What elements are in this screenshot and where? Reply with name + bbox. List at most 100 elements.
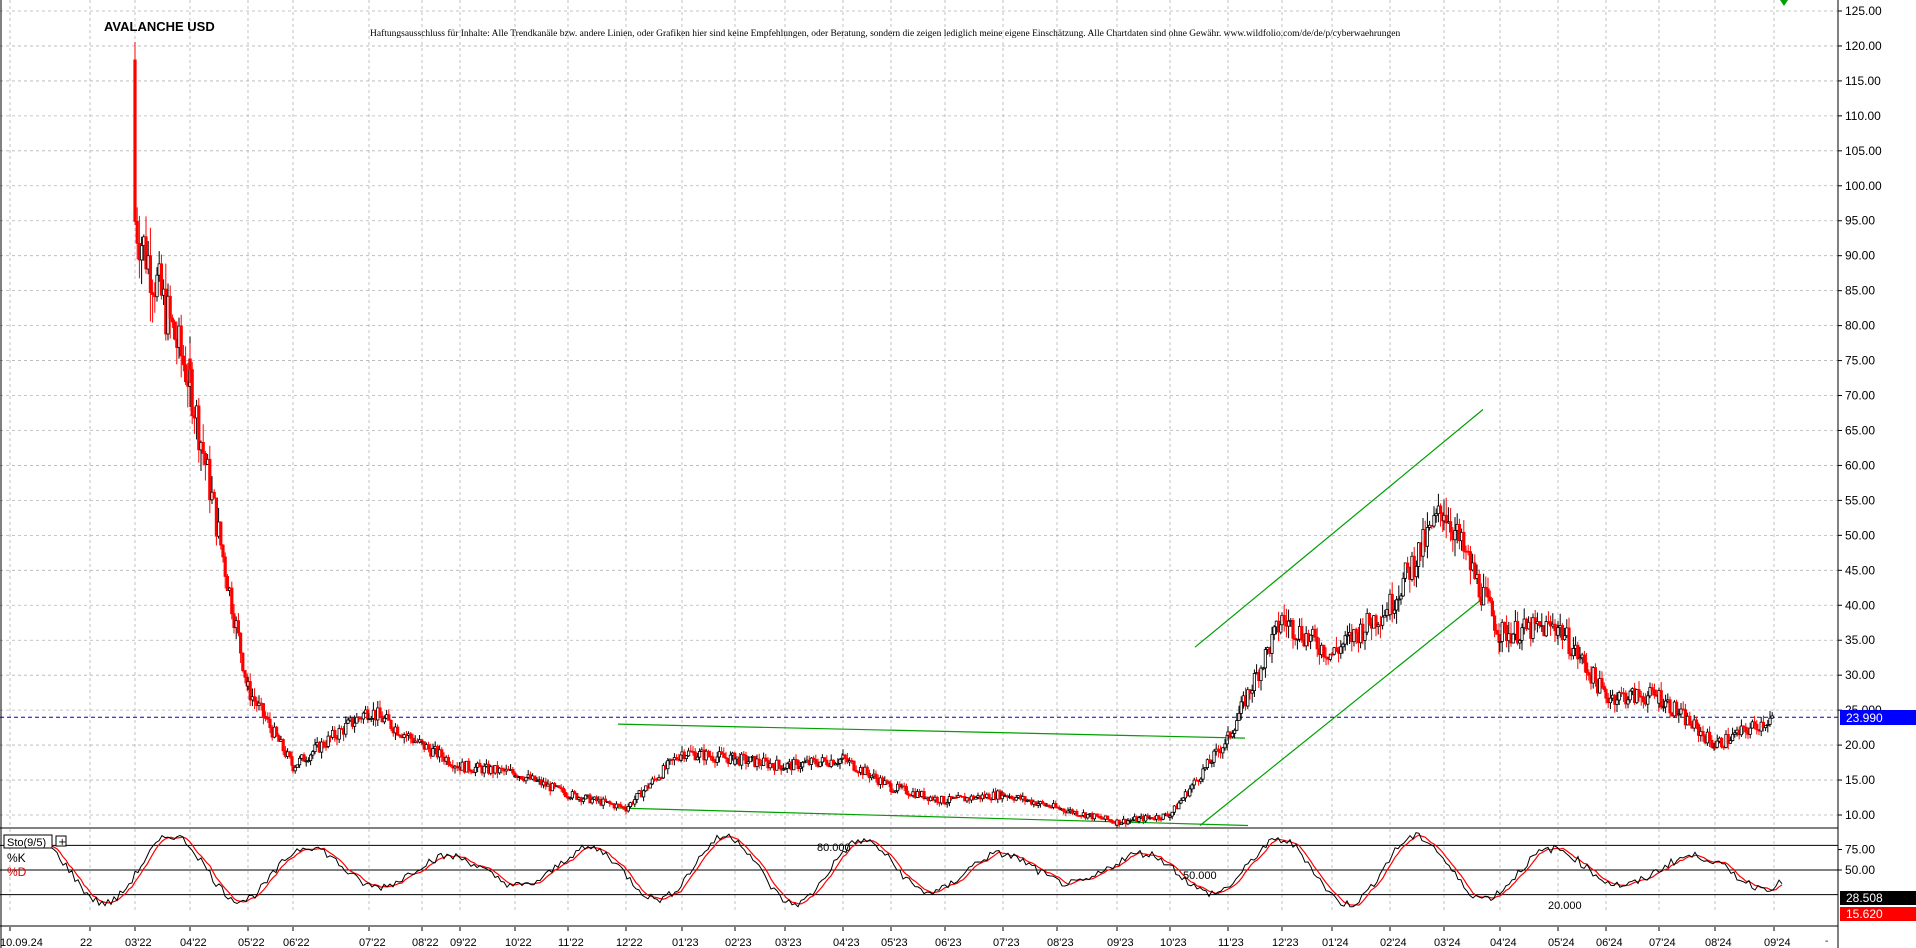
trendline-upper-channel [1194,409,1484,648]
x-tick-label: 10'23 [1160,937,1187,948]
candle-body [1062,808,1066,812]
candle-body [150,292,155,295]
candle-body [1203,767,1207,770]
candle-body [1715,740,1719,748]
candle-body [1208,759,1212,764]
candle-body [1223,743,1227,749]
candle-body [814,759,818,765]
candle-body [482,765,486,774]
candle-body [302,754,306,762]
candle-body [1023,796,1027,802]
y-tick-label: 110.00 [1845,109,1881,123]
candle-body [473,766,478,773]
candle-body [478,762,482,768]
stoch-expand-icon[interactable] [55,835,67,847]
candle-body [500,767,504,770]
y-tick-label: 90.00 [1845,249,1875,263]
candle-body [1755,723,1759,730]
candle-body [682,751,686,760]
candle-body [1668,699,1672,714]
candle-body [575,792,579,800]
x-tick-label: 22 [80,937,92,948]
candle-body [431,748,435,757]
y-tick-label: 10.00 [1845,808,1875,822]
candle-body [333,729,337,739]
candle-body [1237,712,1241,721]
candle-body [1352,628,1356,643]
candle-body [1578,657,1582,660]
candle-body [389,719,393,729]
candle-body [1010,796,1014,800]
candle-body [1511,633,1515,644]
candle-body [1764,724,1768,729]
candle-body [942,795,946,804]
candle-body [1201,768,1205,780]
candle-body [1246,689,1250,707]
candle-body [1701,731,1705,737]
stoch-d-badge [1840,907,1916,921]
stoch-y-tick-label: 50.00 [1845,863,1875,877]
candle-body [1604,689,1608,699]
candle-body [1473,562,1477,579]
candle-body [1505,624,1509,642]
candle-body [1544,621,1548,637]
candle-body [326,735,330,747]
candle-body [1742,725,1746,728]
candle-body [446,756,451,765]
candle-body [608,801,612,804]
candle-body [1330,653,1334,656]
stoch-level-80: 80.000 [817,842,851,854]
candle-body [698,751,702,758]
candle-body [838,758,842,764]
y-tick-label: 125.00 [1845,4,1882,18]
candle-body [812,757,816,760]
candle-body [974,797,978,800]
y-tick-label: 55.00 [1845,493,1875,507]
x-tick-label: 02'24 [1380,937,1407,948]
x-scroll-marker: - [1825,936,1828,947]
candle-body [1383,615,1387,618]
candle-body [1761,721,1765,729]
candle-body [1648,687,1652,697]
x-tick-label: 09'24 [1764,937,1791,948]
y-tick-label: 50.00 [1845,528,1875,542]
candle-body [293,766,297,772]
x-tick-label: 06'23 [935,937,962,948]
candle-body [1710,739,1714,748]
candle-body [1486,588,1490,598]
candle-body [135,220,139,244]
candle-body [1637,689,1641,697]
candle-body [139,245,144,261]
x-tick-label: 08'22 [412,937,439,948]
candle-body [728,754,733,764]
candle-body [313,744,317,752]
candle-body [1216,748,1220,752]
candle-body [748,756,753,763]
candle-body [1381,616,1385,626]
candle-body [1406,562,1410,568]
candle-body [573,791,577,794]
candle-body [219,521,223,546]
stoch-legend-box[interactable] [3,834,53,849]
candle-body [1650,687,1654,691]
stoch-level-50: 50.000 [1183,870,1217,882]
candle-body [1106,815,1110,820]
candle-body [798,766,803,769]
candle-body [1677,713,1681,716]
candle-body [197,405,201,451]
candle-body [1399,595,1403,600]
candle-body [570,791,575,799]
candle-body [1750,721,1754,729]
y-tick-label: 120.00 [1845,39,1882,53]
candle-body [1453,530,1457,541]
candle-body [426,744,431,750]
candle-body [1694,719,1698,726]
candle-body [854,769,858,773]
candle-body [744,755,748,764]
current-price-badge [1840,710,1916,725]
candle-body [1444,514,1448,524]
candle-body [208,458,212,501]
candle-body [1766,724,1770,726]
candle-body [168,295,172,319]
axes [0,0,1842,948]
